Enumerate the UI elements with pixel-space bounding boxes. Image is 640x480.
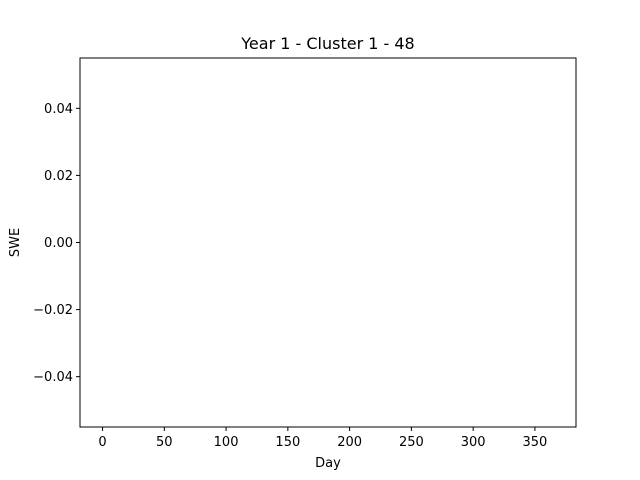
x-tick-label: 150: [275, 435, 300, 450]
y-axis-ticks: −0.04 −0.02 0.00 0.02 0.04: [33, 102, 80, 385]
y-tick-label: 0.02: [44, 169, 73, 184]
x-tick-label: 250: [399, 435, 424, 450]
chart-title: Year 1 - Cluster 1 - 48: [240, 34, 414, 53]
x-tick-label: 200: [337, 435, 362, 450]
x-tick-label: 0: [98, 435, 106, 450]
x-tick-label: 350: [523, 435, 548, 450]
x-tick-label: 50: [156, 435, 173, 450]
plot-area-frame: [79, 57, 577, 428]
y-tick-label: 0.00: [44, 236, 73, 251]
x-tick-label: 300: [461, 435, 486, 450]
y-axis-label: SWE: [8, 228, 23, 257]
x-tick-label: 100: [214, 435, 239, 450]
x-axis-ticks: 0 50 100 150 200 250 300 350: [98, 427, 547, 450]
y-tick-label: 0.04: [44, 102, 73, 117]
y-tick-label: −0.02: [33, 303, 73, 318]
x-axis-label: Day: [315, 456, 341, 471]
y-tick-label: −0.04: [33, 370, 73, 385]
